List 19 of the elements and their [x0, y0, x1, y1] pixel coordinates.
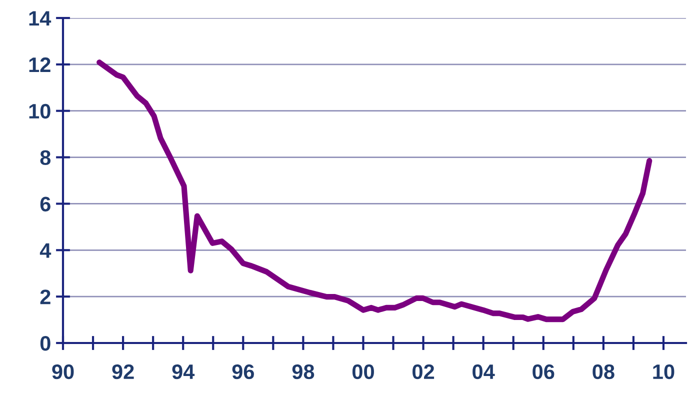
x-tick-label: 10: [653, 364, 674, 380]
x-tick-label: 08: [592, 364, 614, 380]
y-tick-label: 14: [29, 11, 52, 26]
x-tick-label: 02: [412, 364, 434, 380]
y-tick-label: 2: [40, 290, 50, 304]
x-tick-label: 94: [172, 364, 195, 380]
y-tick-label: 4: [40, 243, 52, 258]
x-tick-label: 90: [52, 364, 74, 380]
x-tick-label: 00: [352, 364, 374, 380]
x-tick-label: 96: [232, 364, 254, 380]
y-tick-label: 10: [29, 104, 50, 119]
x-tick-label: 04: [472, 364, 495, 380]
x-tick-label: 92: [112, 364, 134, 380]
y-tick-label: 8: [40, 150, 51, 166]
x-tick-label: 98: [292, 364, 314, 380]
y-tick-label: 12: [29, 57, 50, 72]
y-tick-label: 6: [40, 196, 50, 212]
y-tick-label: 0: [40, 336, 50, 351]
x-tick-label: 06: [532, 364, 554, 380]
